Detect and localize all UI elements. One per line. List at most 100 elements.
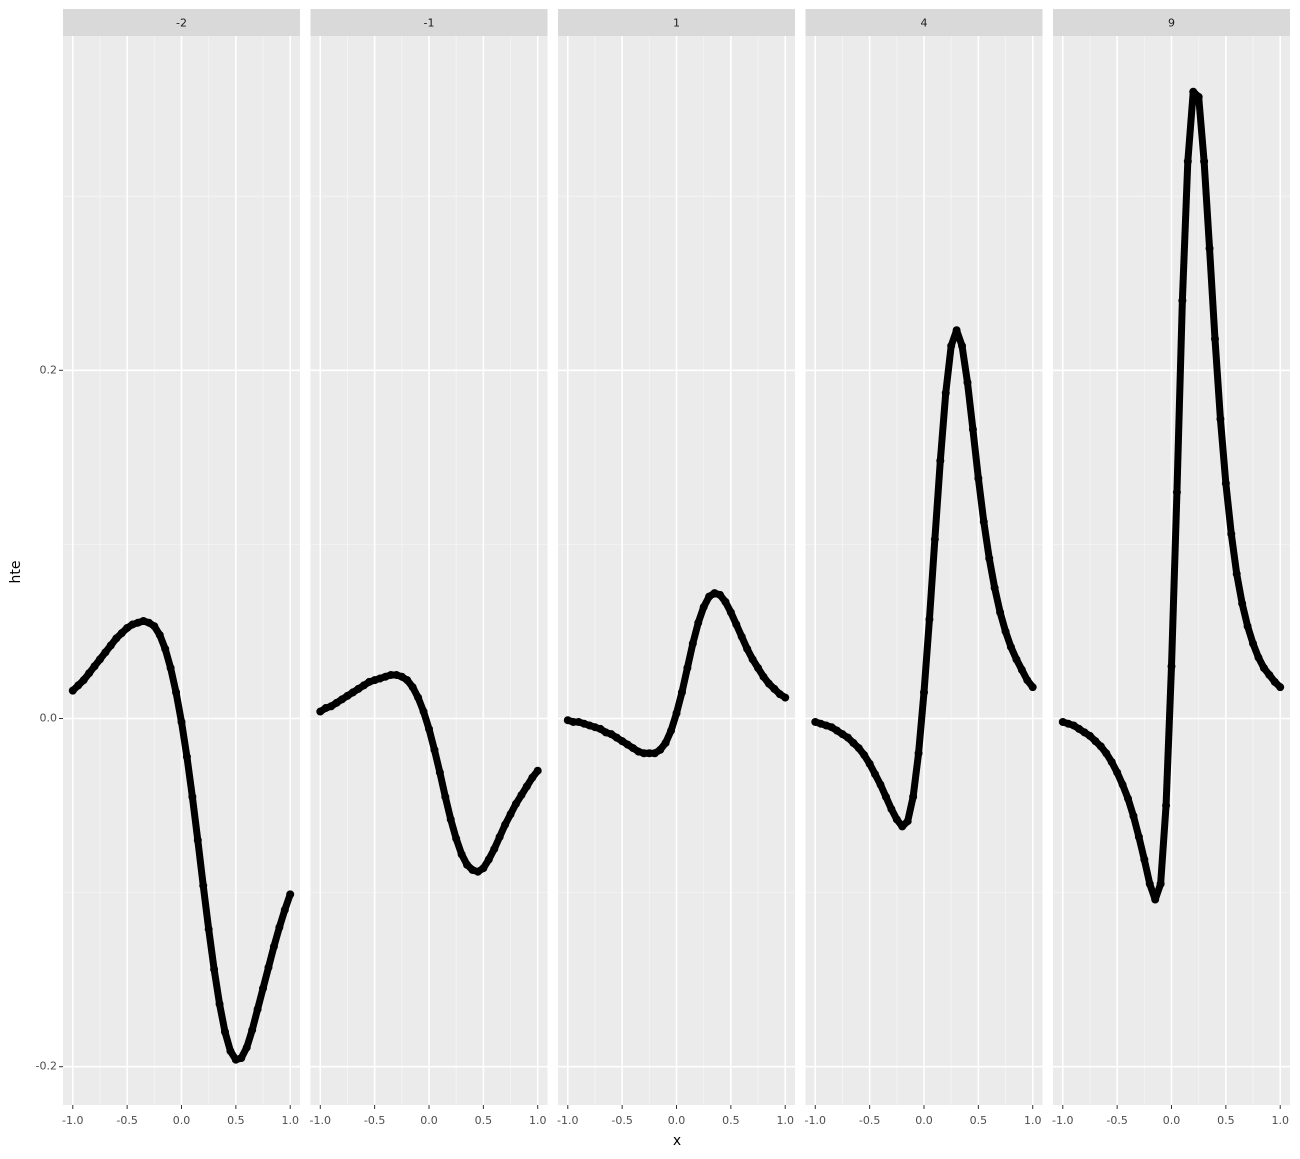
point [446,815,455,824]
point [166,663,175,672]
point [479,864,488,873]
x-tick-label: -0.5 [116,1114,137,1127]
point [220,1027,229,1036]
point [414,693,423,702]
point [172,688,181,697]
point [1134,832,1143,841]
strip-label: -2 [176,17,187,30]
point [441,792,450,801]
point [177,717,186,726]
strip-label: -1 [424,17,435,30]
point [79,676,88,685]
strip-background [310,9,548,36]
panel: 9 -1.0 -0.5 0.0 0.5 1.0 [1052,9,1290,1127]
x-tick-label: -0.5 [611,1114,632,1127]
point [1205,244,1214,253]
point [425,724,433,733]
point [968,425,977,434]
point [188,792,197,801]
point [683,663,692,672]
point [484,855,493,864]
point [781,693,790,702]
point [1151,895,1160,904]
point [226,1047,235,1056]
point [898,822,907,831]
point [963,378,972,387]
x-tick-label: -1.0 [1052,1114,1073,1127]
strip-background [1053,9,1290,36]
point [95,655,104,664]
point [275,923,284,932]
point [947,341,956,350]
point [161,644,170,653]
point [419,707,428,716]
point [522,782,531,791]
point [533,766,542,775]
x-tick-label: 1.0 [776,1114,794,1127]
point [248,1026,257,1035]
point [1243,622,1252,631]
point [881,792,890,801]
point [204,925,213,934]
point [726,608,735,617]
y-tick-label: 0.0 [40,711,58,724]
point [1276,683,1285,692]
point [517,791,526,800]
point [732,620,741,629]
point [430,745,439,754]
point [1012,655,1021,664]
point [941,388,950,397]
point [1162,801,1171,810]
point [754,663,763,672]
point [253,1005,262,1014]
point [958,341,967,350]
point [264,963,273,972]
point [117,629,126,638]
point [759,672,768,681]
strip-background [558,9,795,36]
point [656,745,665,754]
x-tick-label: -1.0 [62,1114,83,1127]
x-tick-label: 0.0 [173,1114,191,1127]
x-tick-label: 0.5 [1217,1114,1235,1127]
y-axis-title: hte [8,561,24,584]
x-tick-label: 0.5 [970,1114,988,1127]
x-tick-label: -1.0 [557,1114,578,1127]
point [1270,677,1279,686]
point [854,744,863,753]
point [667,726,676,735]
point [1124,794,1133,803]
y-tick-label: -0.2 [36,1060,57,1073]
point [1227,529,1236,538]
x-tick-label: -0.5 [859,1114,880,1127]
x-tick-label: 0.0 [668,1114,686,1127]
point [495,832,504,841]
point [408,683,417,692]
point [1249,639,1258,648]
point [506,810,515,819]
x-tick-label: 0.5 [227,1114,245,1127]
point [528,773,537,782]
strip-label: 4 [921,17,928,30]
point [90,662,99,671]
point [286,890,295,899]
point [843,733,852,742]
point [1167,662,1176,671]
point [887,805,896,814]
point [112,634,121,643]
point [1028,683,1037,692]
x-tick-label: 1.0 [281,1114,299,1127]
point [903,817,912,826]
point [1017,665,1026,674]
point [403,676,412,685]
point [242,1043,251,1052]
point [865,759,874,768]
point [259,984,268,993]
point [280,906,289,915]
point [871,770,880,779]
point [737,632,746,641]
point [435,768,444,777]
point [892,815,901,824]
point [1232,569,1241,578]
point [770,684,779,693]
